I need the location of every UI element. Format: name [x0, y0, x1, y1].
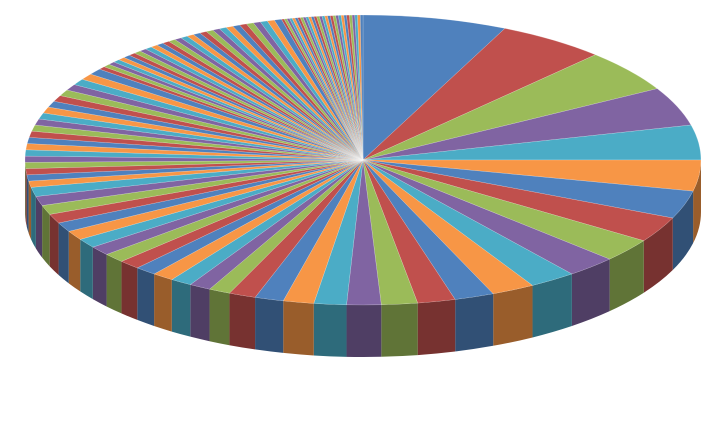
slice: [362, 14, 506, 161]
slice-side: [609, 240, 644, 312]
slice-side: [25, 162, 26, 221]
slice-side: [283, 300, 314, 356]
slice-side: [313, 303, 347, 357]
slice-side: [25, 168, 27, 227]
slice-side: [190, 284, 210, 342]
slice-side: [571, 259, 610, 326]
slice-side: [171, 279, 191, 337]
slice: [360, 14, 364, 161]
slice-side: [68, 231, 81, 292]
slice-side: [693, 160, 701, 244]
slice-side: [49, 214, 59, 276]
slice-side: [672, 191, 694, 271]
slice-side: [31, 187, 36, 249]
slice-side: [26, 174, 29, 234]
slice-side: [346, 304, 382, 357]
slice-side: [493, 285, 533, 346]
slice-side: [28, 181, 32, 240]
slice-side: [121, 261, 138, 320]
slice-side: [255, 297, 284, 353]
slice-side: [381, 303, 418, 357]
slice-side: [80, 239, 93, 300]
slice-side: [417, 299, 456, 356]
slice-side: [209, 289, 230, 346]
slice-side: [455, 293, 494, 352]
slice-side: [137, 267, 155, 326]
slice-side: [154, 273, 172, 332]
slice-side: [35, 196, 43, 258]
slice-side: [92, 247, 107, 307]
slice-side: [42, 205, 50, 267]
slice-side: [532, 273, 572, 338]
slice-side: [643, 218, 673, 293]
slice-side: [229, 293, 256, 350]
slice-side: [58, 223, 69, 284]
slice-side: [106, 254, 122, 314]
